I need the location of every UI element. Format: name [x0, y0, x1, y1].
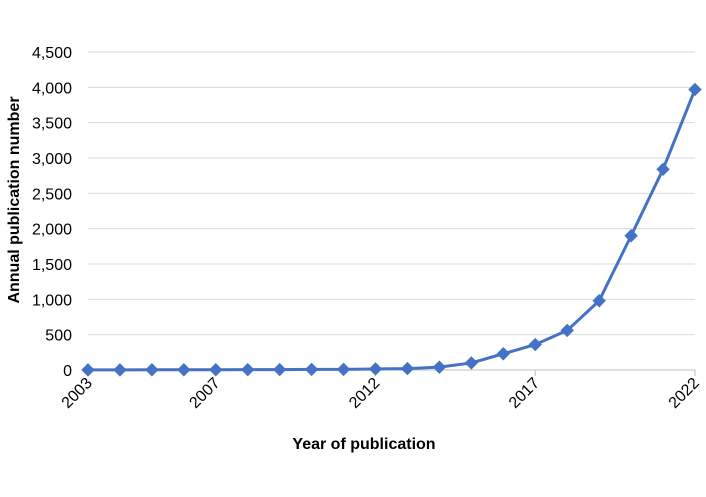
data-point — [272, 362, 287, 377]
data-point — [464, 356, 479, 370]
x-tick-label: 2022 — [666, 375, 703, 412]
x-tick-label: 2012 — [346, 375, 383, 412]
data-point — [177, 363, 191, 377]
data-point — [688, 82, 702, 97]
x-axis-title: Year of publication — [292, 436, 435, 453]
y-tick-label: 500 — [45, 328, 72, 345]
data-point — [145, 363, 159, 377]
y-tick-label: 2,000 — [32, 222, 72, 239]
data-point — [592, 294, 606, 308]
y-tick-label: 2,500 — [32, 186, 72, 203]
y-axis-title: Annual publication number — [6, 96, 23, 303]
x-tick-label: 2003 — [59, 375, 96, 412]
y-tick-label: 0 — [63, 363, 72, 380]
data-point — [528, 337, 542, 352]
series-line — [88, 88, 697, 372]
data-point — [81, 363, 95, 377]
data-point — [496, 347, 511, 361]
data-point — [560, 323, 574, 338]
data-point — [400, 361, 415, 376]
data-point — [113, 363, 127, 377]
gridlines — [88, 51, 695, 371]
data-series — [81, 82, 702, 377]
y-tick-label: 1,000 — [32, 292, 72, 309]
x-tick-label: 2017 — [506, 375, 543, 412]
y-axis-ticks: 0 500 1,000 1,500 2,000 2,500 3,000 3,500 4,000 4… — [32, 45, 72, 380]
y-tick-label: 3,500 — [32, 116, 72, 133]
data-point — [432, 360, 447, 374]
y-tick-label: 1,500 — [32, 257, 72, 274]
data-point — [304, 362, 319, 377]
x-tick-label: 2007 — [186, 375, 223, 412]
data-point — [368, 362, 383, 376]
y-tick-label: 3,000 — [32, 151, 72, 168]
data-point — [336, 362, 351, 377]
y-tick-label: 4,000 — [32, 80, 72, 97]
data-point — [624, 229, 638, 243]
data-point — [241, 362, 255, 377]
x-axis-ticks: 2003 2007 2012 2017 2022 — [59, 370, 703, 412]
data-point — [209, 363, 223, 377]
data-point — [656, 162, 670, 177]
y-tick-label: 4,500 — [32, 45, 72, 62]
